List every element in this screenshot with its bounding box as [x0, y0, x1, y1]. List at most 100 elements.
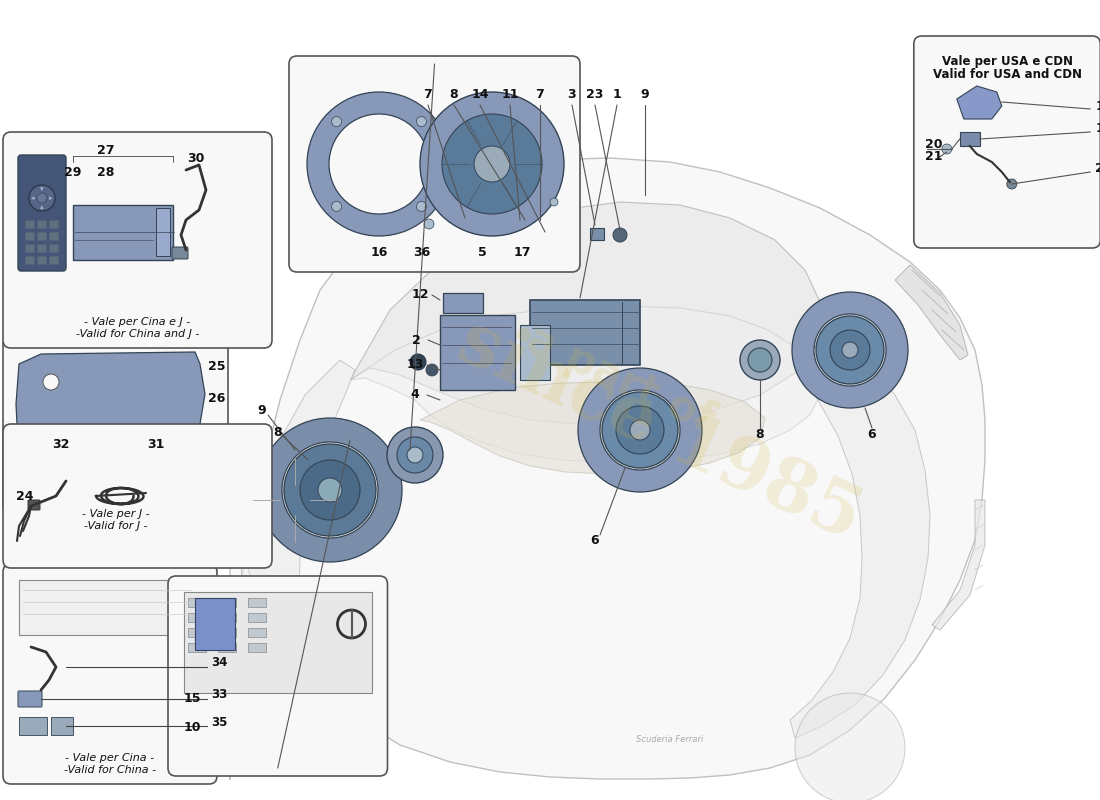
Circle shape — [407, 447, 424, 463]
Circle shape — [387, 427, 443, 483]
FancyBboxPatch shape — [248, 628, 266, 637]
Circle shape — [942, 144, 952, 154]
FancyBboxPatch shape — [440, 315, 515, 390]
Polygon shape — [420, 382, 764, 474]
Text: 10: 10 — [184, 721, 201, 734]
FancyBboxPatch shape — [248, 643, 266, 652]
Text: 16: 16 — [371, 246, 387, 258]
Text: 11: 11 — [502, 89, 519, 102]
Text: 28: 28 — [97, 166, 114, 178]
Circle shape — [616, 406, 664, 454]
Text: 24: 24 — [16, 490, 33, 502]
Text: 36: 36 — [414, 246, 430, 258]
FancyBboxPatch shape — [195, 598, 235, 650]
FancyBboxPatch shape — [530, 300, 640, 365]
FancyBboxPatch shape — [73, 205, 173, 260]
Polygon shape — [240, 360, 355, 660]
Circle shape — [795, 693, 905, 800]
Circle shape — [443, 218, 487, 262]
FancyBboxPatch shape — [218, 613, 236, 622]
Circle shape — [43, 374, 59, 390]
Polygon shape — [957, 86, 1002, 119]
Circle shape — [602, 392, 678, 468]
Text: - Vale per Cina e J -: - Vale per Cina e J - — [85, 317, 190, 327]
Text: 7: 7 — [424, 89, 432, 102]
Circle shape — [516, 226, 534, 244]
FancyBboxPatch shape — [3, 424, 272, 568]
Text: 21: 21 — [925, 150, 943, 162]
Text: Vale per USA e CDN: Vale per USA e CDN — [942, 55, 1072, 69]
Circle shape — [192, 587, 202, 597]
FancyBboxPatch shape — [960, 132, 980, 146]
Polygon shape — [932, 500, 984, 630]
Text: 13: 13 — [406, 358, 424, 371]
Text: ◂: ◂ — [31, 195, 35, 201]
FancyBboxPatch shape — [168, 576, 387, 776]
Text: 6: 6 — [868, 429, 877, 442]
Circle shape — [1006, 179, 1016, 189]
Text: 7: 7 — [536, 89, 544, 102]
FancyBboxPatch shape — [188, 628, 206, 637]
FancyBboxPatch shape — [914, 36, 1100, 248]
Text: Scuderia Ferrari: Scuderia Ferrari — [636, 735, 704, 745]
Circle shape — [280, 485, 310, 515]
Circle shape — [417, 202, 427, 211]
Text: 9: 9 — [640, 89, 649, 102]
FancyBboxPatch shape — [25, 244, 34, 252]
Text: 34: 34 — [211, 655, 228, 669]
Wedge shape — [792, 292, 908, 408]
Text: 32: 32 — [53, 438, 69, 450]
FancyBboxPatch shape — [3, 336, 228, 512]
Text: 17: 17 — [514, 246, 530, 258]
Circle shape — [331, 117, 342, 126]
Circle shape — [456, 232, 473, 248]
FancyBboxPatch shape — [28, 500, 40, 510]
FancyBboxPatch shape — [37, 256, 46, 264]
Polygon shape — [895, 265, 968, 360]
Circle shape — [420, 92, 564, 236]
Circle shape — [830, 330, 870, 370]
FancyBboxPatch shape — [37, 220, 46, 228]
Text: 8: 8 — [756, 429, 764, 442]
Text: 18: 18 — [1096, 99, 1100, 113]
FancyBboxPatch shape — [590, 228, 604, 240]
Text: 3: 3 — [568, 89, 576, 102]
Circle shape — [300, 460, 360, 520]
Circle shape — [740, 340, 780, 380]
Text: 2: 2 — [411, 334, 420, 346]
FancyBboxPatch shape — [218, 628, 236, 637]
Text: 25: 25 — [208, 359, 226, 373]
FancyBboxPatch shape — [443, 293, 483, 313]
FancyBboxPatch shape — [50, 232, 58, 240]
Text: Valid for USA and CDN: Valid for USA and CDN — [933, 67, 1081, 81]
FancyBboxPatch shape — [188, 613, 206, 622]
Circle shape — [426, 364, 438, 376]
Circle shape — [284, 444, 376, 536]
Text: 35: 35 — [211, 715, 228, 729]
FancyBboxPatch shape — [25, 220, 34, 228]
Circle shape — [550, 198, 558, 206]
FancyBboxPatch shape — [50, 244, 58, 252]
FancyBboxPatch shape — [18, 691, 42, 707]
FancyBboxPatch shape — [50, 256, 58, 264]
Circle shape — [417, 117, 427, 126]
Polygon shape — [230, 158, 984, 780]
Text: 15: 15 — [184, 691, 201, 705]
Circle shape — [442, 114, 542, 214]
Text: 30: 30 — [187, 151, 205, 165]
Text: -Valid for J -: -Valid for J - — [84, 521, 147, 531]
FancyBboxPatch shape — [25, 256, 34, 264]
Text: 4: 4 — [410, 389, 419, 402]
Text: 33: 33 — [211, 687, 228, 701]
Wedge shape — [307, 92, 451, 236]
FancyBboxPatch shape — [218, 598, 236, 607]
FancyBboxPatch shape — [37, 232, 46, 240]
FancyBboxPatch shape — [184, 592, 372, 693]
FancyBboxPatch shape — [3, 132, 272, 348]
Text: -Valid for China and J -: -Valid for China and J - — [76, 329, 199, 339]
Circle shape — [318, 478, 342, 502]
Wedge shape — [258, 418, 402, 562]
Text: 8: 8 — [274, 426, 283, 438]
FancyBboxPatch shape — [19, 717, 47, 735]
Text: 20: 20 — [925, 138, 943, 150]
